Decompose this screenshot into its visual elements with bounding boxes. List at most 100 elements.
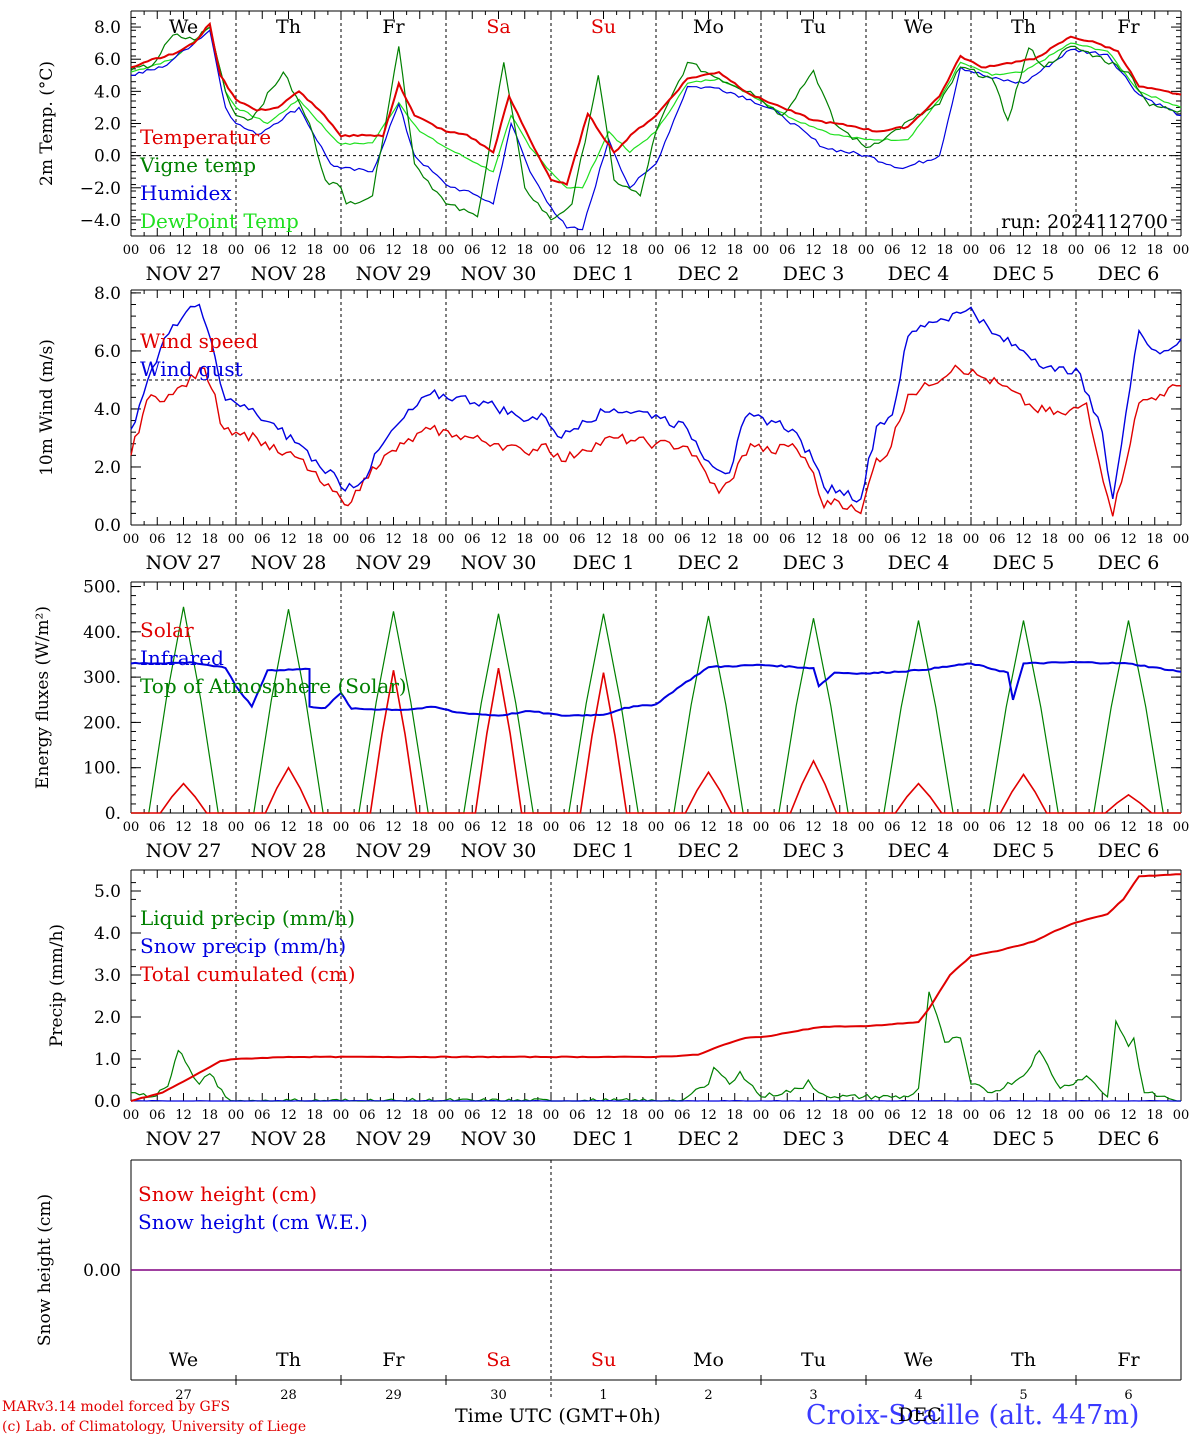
date-label: NOV 28	[251, 1128, 327, 1150]
weekday-label: We	[904, 1349, 933, 1371]
hour-tick-label: 18	[1041, 243, 1058, 258]
y-tick-label: 400.	[83, 623, 121, 643]
y-tick-label: 4.0	[94, 924, 121, 944]
day-number-label: 6	[1124, 1388, 1132, 1400]
series-line	[130, 364, 1182, 517]
hour-tick-label: 00	[858, 532, 875, 547]
y-tick-label: 8.0	[94, 18, 121, 38]
series-line-humidex	[130, 29, 1182, 231]
date-label: DEC 2	[678, 840, 740, 862]
hour-tick-label: 00	[438, 243, 455, 258]
weekday-label: Sa	[486, 16, 510, 38]
hour-tick-label: 12	[1120, 532, 1137, 547]
hour-tick-label: 18	[621, 1108, 638, 1123]
weekday-label: Fr	[1117, 1349, 1140, 1371]
hour-tick-label: 18	[516, 820, 533, 835]
series-line-vigne-temp	[130, 26, 1182, 221]
hour-tick-label: 06	[359, 1108, 376, 1123]
hour-tick-label: 00	[228, 1108, 245, 1123]
month-overlay: DEC	[898, 1404, 942, 1426]
y-axis-title: Energy fluxes (W/m²)	[33, 606, 53, 789]
hour-tick-label: 06	[989, 820, 1006, 835]
legend-entry: Snow height (cm)	[138, 1182, 317, 1206]
hour-tick-label: 12	[280, 532, 297, 547]
y-tick-label: 300.	[83, 668, 121, 688]
hour-tick-label: 00	[1173, 1108, 1190, 1123]
hour-tick-label: 00	[228, 532, 245, 547]
day-number-label: 2	[704, 1388, 712, 1400]
hour-tick-label: 18	[411, 820, 428, 835]
date-label: NOV 30	[461, 552, 537, 574]
series-line	[130, 303, 1182, 503]
hour-tick-label: 18	[936, 243, 953, 258]
hour-tick-label: 00	[753, 532, 770, 547]
legend-entry: Wind gust	[140, 357, 243, 381]
y-tick-label: 4.0	[94, 82, 121, 102]
hour-tick-label: 06	[359, 243, 376, 258]
hour-tick-label: 12	[805, 243, 822, 258]
weekday-label: We	[169, 16, 198, 38]
hour-tick-label: 12	[595, 820, 612, 835]
hour-tick-label: 00	[1173, 820, 1190, 835]
y-axis-title: Snow height (cm)	[35, 1194, 55, 1346]
date-label: DEC 5	[993, 840, 1055, 862]
hour-tick-label: 00	[858, 820, 875, 835]
hour-tick-label: 12	[1015, 532, 1032, 547]
hour-tick-label: 18	[411, 1108, 428, 1123]
hour-tick-label: 00	[1068, 243, 1085, 258]
hour-tick-label: 06	[1094, 243, 1111, 258]
hour-tick-label: 00	[438, 1108, 455, 1123]
hour-tick-label: 12	[805, 532, 822, 547]
hour-tick-label: 18	[201, 820, 218, 835]
series-line-solar	[131, 667, 1181, 814]
hour-tick-label: 12	[175, 532, 192, 547]
hour-tick-label: 00	[648, 820, 665, 835]
hour-tick-label: 12	[700, 820, 717, 835]
y-tick-label: 8.0	[94, 284, 121, 304]
hour-tick-label: 00	[753, 820, 770, 835]
hour-tick-label: 12	[1015, 820, 1032, 835]
run-annotation: run: 2024112700	[1001, 211, 1168, 233]
y-tick-label: −2.0	[80, 179, 121, 199]
hour-tick-label: 06	[464, 1108, 481, 1123]
hour-tick-label: 06	[254, 1108, 271, 1123]
hour-tick-label: 06	[779, 243, 796, 258]
hour-tick-label: 12	[805, 820, 822, 835]
panel-4: 5.0 4.0 3.0 2.0 1.0 0.0 Precip (mm/h) 00 06 12 18 N…	[47, 869, 1190, 1150]
date-label: DEC 4	[888, 552, 950, 574]
hour-tick-label: 12	[805, 1108, 822, 1123]
hour-tick-label: 18	[936, 820, 953, 835]
hour-tick-label: 06	[569, 1108, 586, 1123]
legend-entry: Top of Atmosphere (Solar)	[140, 674, 407, 698]
hour-tick-label: 12	[280, 1108, 297, 1123]
weekday-label: Th	[1011, 16, 1036, 38]
hour-tick-label: 18	[306, 243, 323, 258]
weekday-label: We	[169, 1349, 198, 1371]
hour-tick-label: 00	[963, 532, 980, 547]
series-line-temperature	[130, 21, 1182, 187]
date-label: NOV 29	[356, 1128, 432, 1150]
hour-tick-label: 06	[674, 1108, 691, 1123]
hour-tick-label: 18	[516, 532, 533, 547]
weekday-label: Tu	[801, 16, 826, 38]
date-label: DEC 4	[888, 840, 950, 862]
date-label: NOV 28	[251, 263, 327, 285]
station-label: Croix-Scaille (alt. 447m)	[806, 1400, 1140, 1431]
hour-tick-label: 06	[569, 820, 586, 835]
legend-entry: Humidex	[140, 181, 232, 205]
hour-tick-label: 18	[1041, 820, 1058, 835]
hour-tick-label: 06	[674, 820, 691, 835]
hour-tick-label: 12	[175, 820, 192, 835]
y-tick-label: −4.0	[80, 211, 121, 231]
legend-entry: Temperature	[140, 125, 271, 149]
date-label: NOV 28	[251, 840, 327, 862]
date-label: DEC 3	[783, 552, 845, 574]
hour-tick-label: 18	[1041, 1108, 1058, 1123]
y-tick-label: 6.0	[94, 50, 121, 70]
hour-tick-label: 00	[1173, 532, 1190, 547]
hour-tick-label: 00	[228, 820, 245, 835]
hour-tick-label: 00	[963, 243, 980, 258]
hour-tick-label: 18	[1146, 243, 1163, 258]
weekday-label: Th	[276, 1349, 301, 1371]
date-label: NOV 30	[461, 1128, 537, 1150]
